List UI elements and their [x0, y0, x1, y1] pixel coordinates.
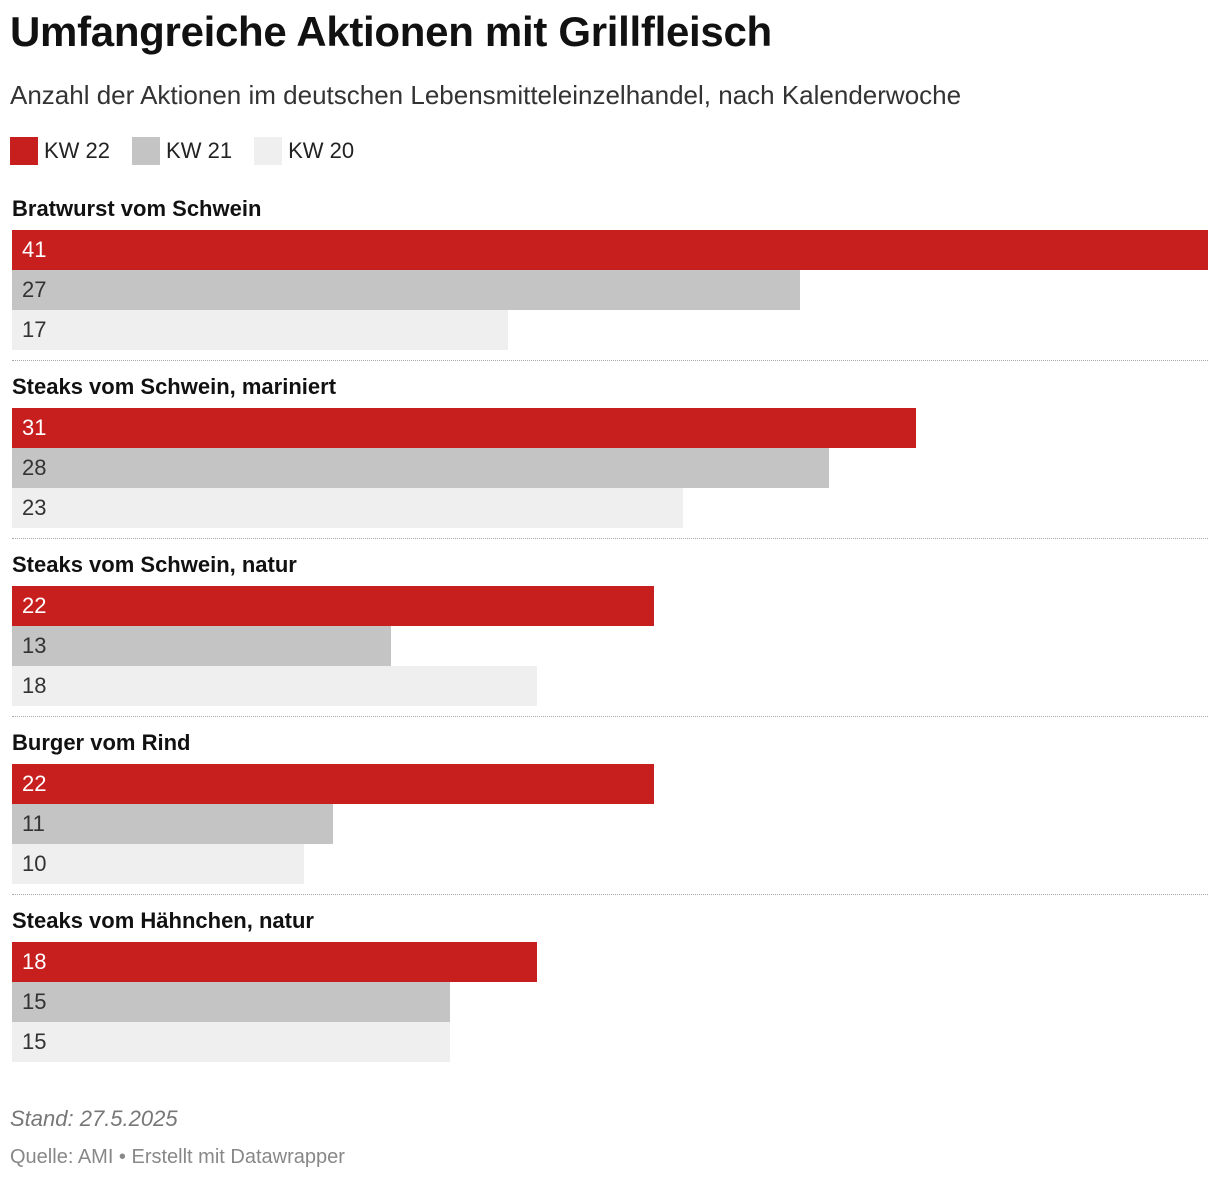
- category-label: Steaks vom Schwein, mariniert: [12, 374, 337, 399]
- legend-label: KW 21: [166, 138, 233, 163]
- legend-swatch: [132, 137, 161, 165]
- legend-item-kw21: KW 21: [132, 137, 232, 165]
- group-divider: [12, 360, 1208, 361]
- category-label: Steaks vom Schwein, natur: [12, 552, 297, 577]
- bar-value-label: 10: [22, 851, 47, 876]
- bar-kw21: 27: [12, 270, 800, 310]
- legend-swatch: [254, 137, 283, 165]
- group-divider: [12, 538, 1208, 539]
- group-divider: [12, 894, 1208, 895]
- bar-kw20: 18: [12, 666, 537, 706]
- bar-kw21: 28: [12, 448, 829, 488]
- bar-value-label: 22: [22, 593, 47, 618]
- bar-value-label: 15: [22, 989, 47, 1014]
- group-divider: [12, 716, 1208, 717]
- chart-title: Umfangreiche Aktionen mit Grillfleisch: [10, 8, 772, 55]
- legend: KW 22 KW 21 KW 20: [10, 136, 376, 166]
- bar-kw22: 22: [12, 764, 654, 804]
- bar-kw22: 41: [12, 230, 1208, 270]
- bar-group: Burger vom Rind 22 11 10: [12, 726, 1208, 904]
- chart-subtitle: Anzahl der Aktionen im deutschen Lebensm…: [10, 80, 962, 110]
- stand-date: Stand: 27.5.2025: [10, 1106, 178, 1131]
- bar-value-label: 23: [22, 495, 47, 520]
- bar-value-label: 31: [22, 415, 47, 440]
- bar-kw20: 10: [12, 844, 304, 884]
- bar-kw21: 15: [12, 982, 450, 1022]
- bar-groups: Bratwurst vom Schwein 41 27 17 Steaks vom Sc…: [12, 192, 1208, 1082]
- bar-value-label: 13: [22, 633, 47, 658]
- bar-value-label: 18: [22, 673, 47, 698]
- bar-kw20: 17: [12, 310, 508, 350]
- bar-group: Steaks vom Schwein, natur 22 13 18: [12, 548, 1208, 726]
- category-label: Burger vom Rind: [12, 730, 191, 755]
- bar-kw22: 22: [12, 586, 654, 626]
- legend-item-kw20: KW 20: [254, 137, 354, 165]
- bar-group: Steaks vom Schwein, mariniert 31 28 23: [12, 370, 1208, 548]
- legend-label: KW 20: [288, 138, 355, 163]
- category-label: Steaks vom Hähnchen, natur: [12, 908, 314, 933]
- bar-value-label: 18: [22, 949, 47, 974]
- bar-group: Bratwurst vom Schwein 41 27 17: [12, 192, 1208, 370]
- bar-kw22: 31: [12, 408, 916, 448]
- bar-value-label: 11: [22, 811, 45, 836]
- bar-value-label: 41: [22, 237, 47, 262]
- legend-swatch: [10, 137, 38, 165]
- bar-group: Steaks vom Hähnchen, natur 18 15 15: [12, 904, 1208, 1082]
- bar-value-label: 27: [22, 277, 47, 302]
- bar-value-label: 22: [22, 771, 47, 796]
- legend-label: KW 22: [44, 138, 111, 163]
- legend-item-kw22: KW 22: [10, 137, 110, 165]
- bar-kw21: 11: [12, 804, 333, 844]
- bar-kw22: 18: [12, 942, 537, 982]
- bar-kw20: 15: [12, 1022, 450, 1062]
- bar-value-label: 28: [22, 455, 47, 480]
- source-note: Quelle: AMI • Erstellt mit Datawrapper: [10, 1146, 345, 1168]
- category-label: Bratwurst vom Schwein: [12, 196, 262, 221]
- bar-kw20: 23: [12, 488, 683, 528]
- bar-kw21: 13: [12, 626, 391, 666]
- bar-value-label: 17: [22, 317, 47, 342]
- bar-value-label: 15: [22, 1029, 47, 1054]
